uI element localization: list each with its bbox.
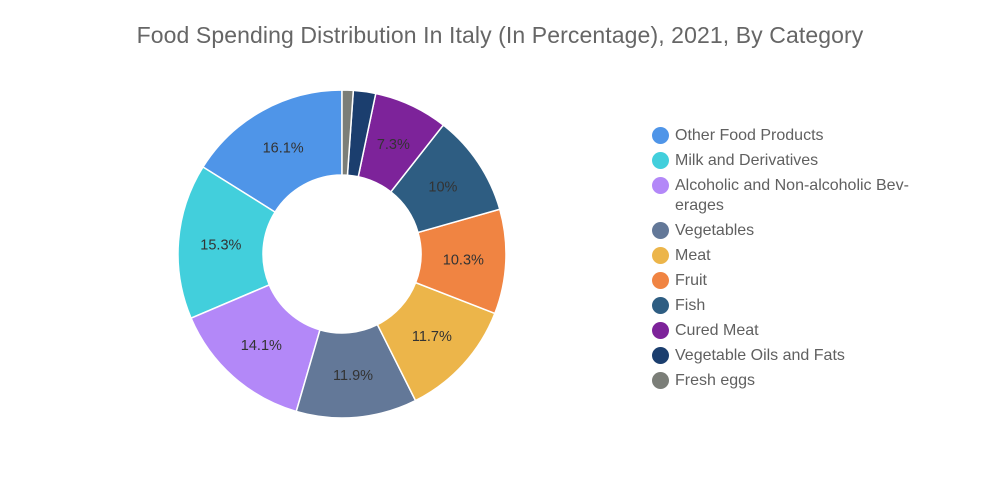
- legend-swatch-icon: [652, 322, 669, 339]
- legend-swatch-icon: [652, 347, 669, 364]
- legend-label: Vegetables: [675, 222, 755, 239]
- legend-label: Fish: [675, 297, 706, 314]
- slice-label-vegetables: 11.9%: [333, 368, 373, 384]
- legend-item-cured-meat[interactable]: Cured Meat: [652, 321, 942, 341]
- slice-label-alcoholic-and-non-alcoholic-beverages: 14.1%: [241, 338, 282, 354]
- legend-label: Meat: [675, 247, 711, 264]
- slice-fresh-eggs[interactable]: [341, 89, 355, 176]
- legend-item-other-food-products[interactable]: Other Food Products: [652, 126, 942, 146]
- legend-item-milk-and-derivatives[interactable]: Milk and Derivatives: [652, 151, 942, 171]
- legend: Other Food Products Milk and Derivatives A…: [652, 126, 942, 396]
- legend-label: Fruit: [675, 272, 707, 289]
- legend-item-fruit[interactable]: Fruit: [652, 271, 942, 291]
- legend-swatch-icon: [652, 152, 669, 169]
- legend-swatch-icon: [652, 297, 669, 314]
- legend-swatch-icon: [652, 272, 669, 289]
- legend-label: Vegetable Oils and Fats: [675, 347, 845, 364]
- legend-swatch-icon: [652, 222, 669, 239]
- legend-item-vegetable-oils-and-fats[interactable]: Vegetable Oils and Fats: [652, 346, 942, 366]
- legend-label: Other Food Products: [675, 127, 824, 144]
- legend-label: Alcoholic and Non-alcoholic Bev-erages: [675, 177, 909, 214]
- legend-item-fresh-eggs[interactable]: Fresh eggs: [652, 371, 942, 391]
- slice-labels-group: 16.1% 15.3% 14.1% 11.9% 11.7% 10.3% 10% 7.3%: [200, 137, 484, 384]
- chart-title: Food Spending Distribution In Italy (In …: [136, 22, 864, 48]
- slices-group: [177, 89, 507, 419]
- slice-label-cured-meat: 7.3%: [377, 137, 410, 153]
- legend-swatch-icon: [652, 247, 669, 264]
- legend-label: Milk and Derivatives: [675, 152, 819, 169]
- slice-label-milk-and-derivatives: 15.3%: [200, 237, 241, 253]
- slice-label-fish: 10%: [428, 179, 457, 195]
- slice-label-other-food-products: 16.1%: [263, 141, 304, 157]
- slice-other-food-products[interactable]: [201, 89, 343, 214]
- legend-item-meat[interactable]: Meat: [652, 246, 942, 266]
- legend-label: Cured Meat: [675, 322, 759, 339]
- legend-label: Fresh eggs: [675, 372, 756, 389]
- legend-item-vegetables[interactable]: Vegetables: [652, 221, 942, 241]
- legend-swatch-icon: [652, 177, 669, 194]
- legend-item-fish[interactable]: Fish: [652, 296, 942, 316]
- legend-swatch-icon: [652, 127, 669, 144]
- slice-label-meat: 11.7%: [412, 329, 452, 345]
- legend-swatch-icon: [652, 372, 669, 389]
- legend-item-alcoholic-and-non-alcoholic-beverages[interactable]: Alcoholic and Non-alcoholic Bev-erages: [652, 176, 942, 216]
- slice-label-fruit: 10.3%: [443, 253, 484, 269]
